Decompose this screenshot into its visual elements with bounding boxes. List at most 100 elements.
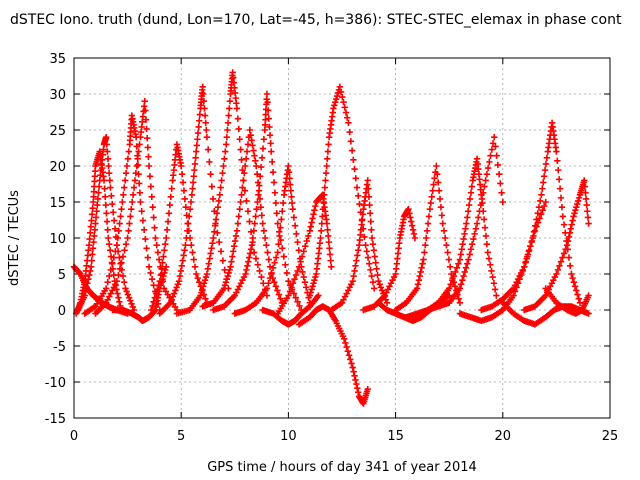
data-point xyxy=(317,227,325,234)
data-point xyxy=(136,141,143,148)
data-point xyxy=(256,182,263,189)
data-point xyxy=(227,263,234,270)
data-point xyxy=(295,263,303,270)
y-tick-label: -5 xyxy=(53,340,66,355)
data-point xyxy=(85,275,92,283)
data-point xyxy=(245,258,252,265)
data-point xyxy=(198,289,205,296)
data-point xyxy=(322,177,329,184)
data-point xyxy=(246,126,254,134)
data-point xyxy=(584,208,591,215)
data-point xyxy=(188,242,195,249)
data-point xyxy=(383,299,391,306)
data-point xyxy=(294,267,301,275)
data-point xyxy=(372,259,379,266)
data-point xyxy=(567,225,574,232)
data-point xyxy=(490,280,498,287)
data-point xyxy=(294,238,301,246)
data-point xyxy=(187,198,195,206)
data-point xyxy=(494,161,502,169)
data-point xyxy=(196,117,203,124)
data-point xyxy=(488,146,495,153)
data-point xyxy=(275,291,283,298)
data-point xyxy=(510,292,517,299)
data-point xyxy=(101,185,108,192)
data-point xyxy=(92,220,99,227)
data-point xyxy=(433,162,440,170)
data-point xyxy=(264,107,272,114)
data-point xyxy=(370,285,378,292)
data-point xyxy=(374,271,381,279)
data-point xyxy=(202,273,210,281)
data-point xyxy=(125,148,133,155)
data-point xyxy=(220,285,228,292)
data-point xyxy=(557,194,565,202)
data-point xyxy=(327,257,334,264)
data-point xyxy=(568,270,575,278)
data-point xyxy=(554,266,562,274)
data-point xyxy=(234,220,242,227)
data-point xyxy=(491,134,498,141)
data-point xyxy=(367,266,374,274)
data-point xyxy=(555,176,563,183)
data-point xyxy=(103,210,110,217)
data-point xyxy=(332,95,340,103)
data-point xyxy=(437,203,445,211)
data-point xyxy=(553,270,560,278)
data-point xyxy=(91,232,98,240)
data-point xyxy=(305,232,312,240)
data-point xyxy=(366,210,374,217)
data-point xyxy=(542,160,550,168)
data-point xyxy=(185,213,193,220)
data-point xyxy=(353,380,360,388)
data-point xyxy=(350,368,357,375)
x-tick-label: 20 xyxy=(495,429,512,444)
data-point xyxy=(429,187,436,194)
data-point xyxy=(87,267,94,275)
data-point xyxy=(575,194,583,202)
data-point xyxy=(189,249,196,256)
data-point xyxy=(320,198,327,206)
data-point xyxy=(107,184,114,191)
data-point xyxy=(247,131,254,139)
data-point xyxy=(226,105,233,112)
data-point xyxy=(233,105,241,112)
data-point xyxy=(102,201,110,209)
data-point xyxy=(170,290,178,297)
data-point xyxy=(430,181,437,188)
data-point xyxy=(302,284,310,291)
data-point xyxy=(221,155,228,162)
data-point xyxy=(424,220,432,227)
data-point xyxy=(534,210,541,217)
data-point xyxy=(366,201,373,209)
data-point xyxy=(90,238,97,246)
data-point xyxy=(115,227,122,234)
data-point xyxy=(236,136,243,143)
data-point xyxy=(309,215,316,222)
data-point xyxy=(330,105,337,112)
data-point xyxy=(481,224,489,231)
data-point xyxy=(195,123,202,131)
data-point xyxy=(121,279,128,286)
data-point xyxy=(312,202,319,210)
data-point xyxy=(138,208,145,215)
data-point xyxy=(194,136,201,143)
data-point xyxy=(343,343,350,351)
data-point xyxy=(333,92,341,100)
data-point xyxy=(94,201,101,209)
data-point xyxy=(193,148,200,155)
data-point xyxy=(373,265,380,273)
data-point xyxy=(136,180,143,187)
data-point xyxy=(222,148,229,155)
data-point xyxy=(95,183,103,190)
data-point xyxy=(147,269,154,277)
data-point xyxy=(533,216,540,223)
data-point xyxy=(568,221,575,228)
data-point xyxy=(228,258,235,265)
data-point xyxy=(581,177,588,184)
data-point xyxy=(536,215,543,222)
data-point xyxy=(450,272,457,280)
data-point xyxy=(168,296,175,303)
data-point xyxy=(356,200,363,208)
